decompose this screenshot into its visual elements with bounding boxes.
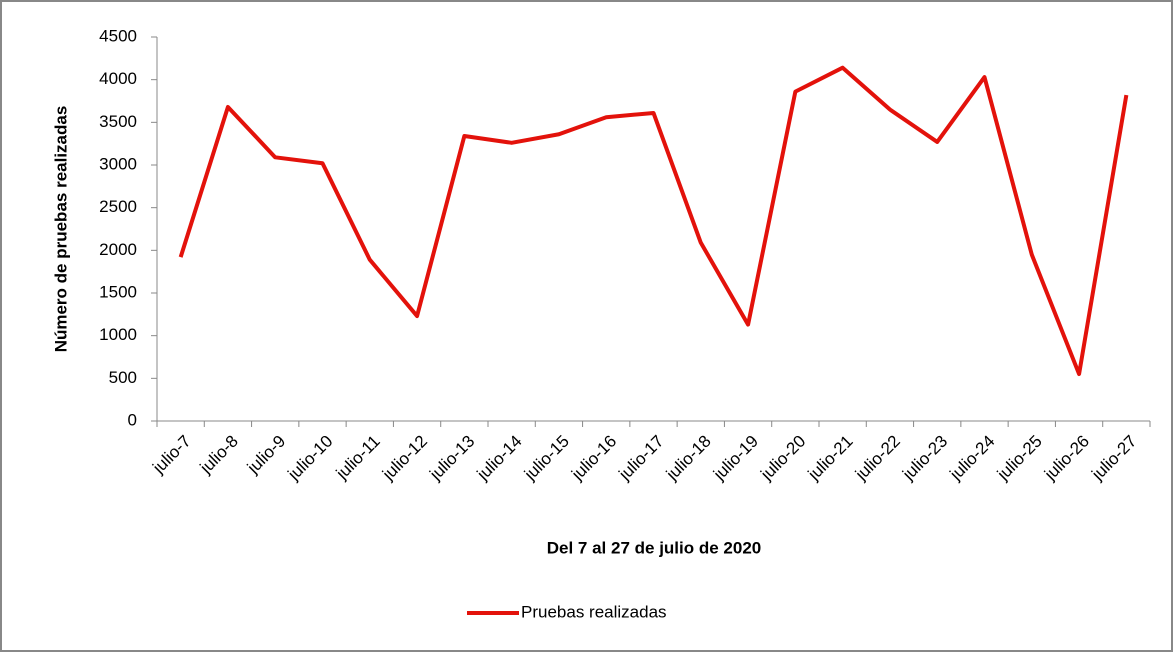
y-tick-label: 4000 (99, 69, 137, 88)
y-tick-label: 1000 (99, 325, 137, 344)
y-tick-label: 2000 (99, 240, 137, 259)
line-series (178, 65, 1129, 377)
legend-label: Pruebas realizadas (521, 602, 667, 621)
y-tick-label: 3000 (99, 154, 137, 173)
y-tick-label: 500 (109, 368, 137, 387)
y-tick-label: 0 (128, 410, 137, 429)
y-tick-label: 3500 (99, 112, 137, 131)
x-axis-label: Del 7 al 27 de julio de 2020 (547, 538, 762, 557)
y-tick-label: 2500 (99, 197, 137, 216)
y-tick-label: 1500 (99, 282, 137, 301)
y-axis-label: Número de pruebas realizadas (51, 106, 70, 353)
y-tick-label: 4500 (99, 26, 137, 45)
